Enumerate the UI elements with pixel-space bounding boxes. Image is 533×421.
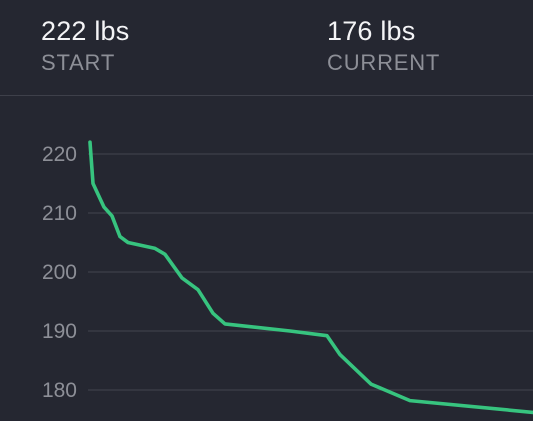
current-weight-stat: 176 lbs CURRENT [327, 14, 440, 77]
current-weight-label: CURRENT [327, 50, 441, 75]
current-weight-value: 176 lbs [327, 16, 416, 46]
summary-divider [0, 95, 533, 96]
weight-series [88, 140, 533, 415]
y-tick-label: 210 [42, 202, 77, 225]
weight-trend-line [88, 140, 533, 415]
y-axis-labels: 220 210 200 190 180 [42, 143, 77, 402]
start-weight-value: 222 lbs [41, 16, 130, 46]
start-weight-label: START [41, 50, 116, 75]
chart-gridlines [88, 153, 533, 391]
y-tick-label: 220 [42, 143, 77, 166]
y-tick-label: 200 [42, 261, 77, 284]
weight-chart: 220 210 200 190 180 [0, 96, 533, 421]
weight-summary: 222 lbs START 176 lbs CURRENT [0, 0, 533, 96]
y-tick-label: 180 [42, 379, 77, 402]
start-weight-stat: 222 lbs START [41, 14, 129, 77]
y-tick-label: 190 [42, 320, 77, 343]
weight-line-chart: 220 210 200 190 180 [42, 140, 533, 415]
